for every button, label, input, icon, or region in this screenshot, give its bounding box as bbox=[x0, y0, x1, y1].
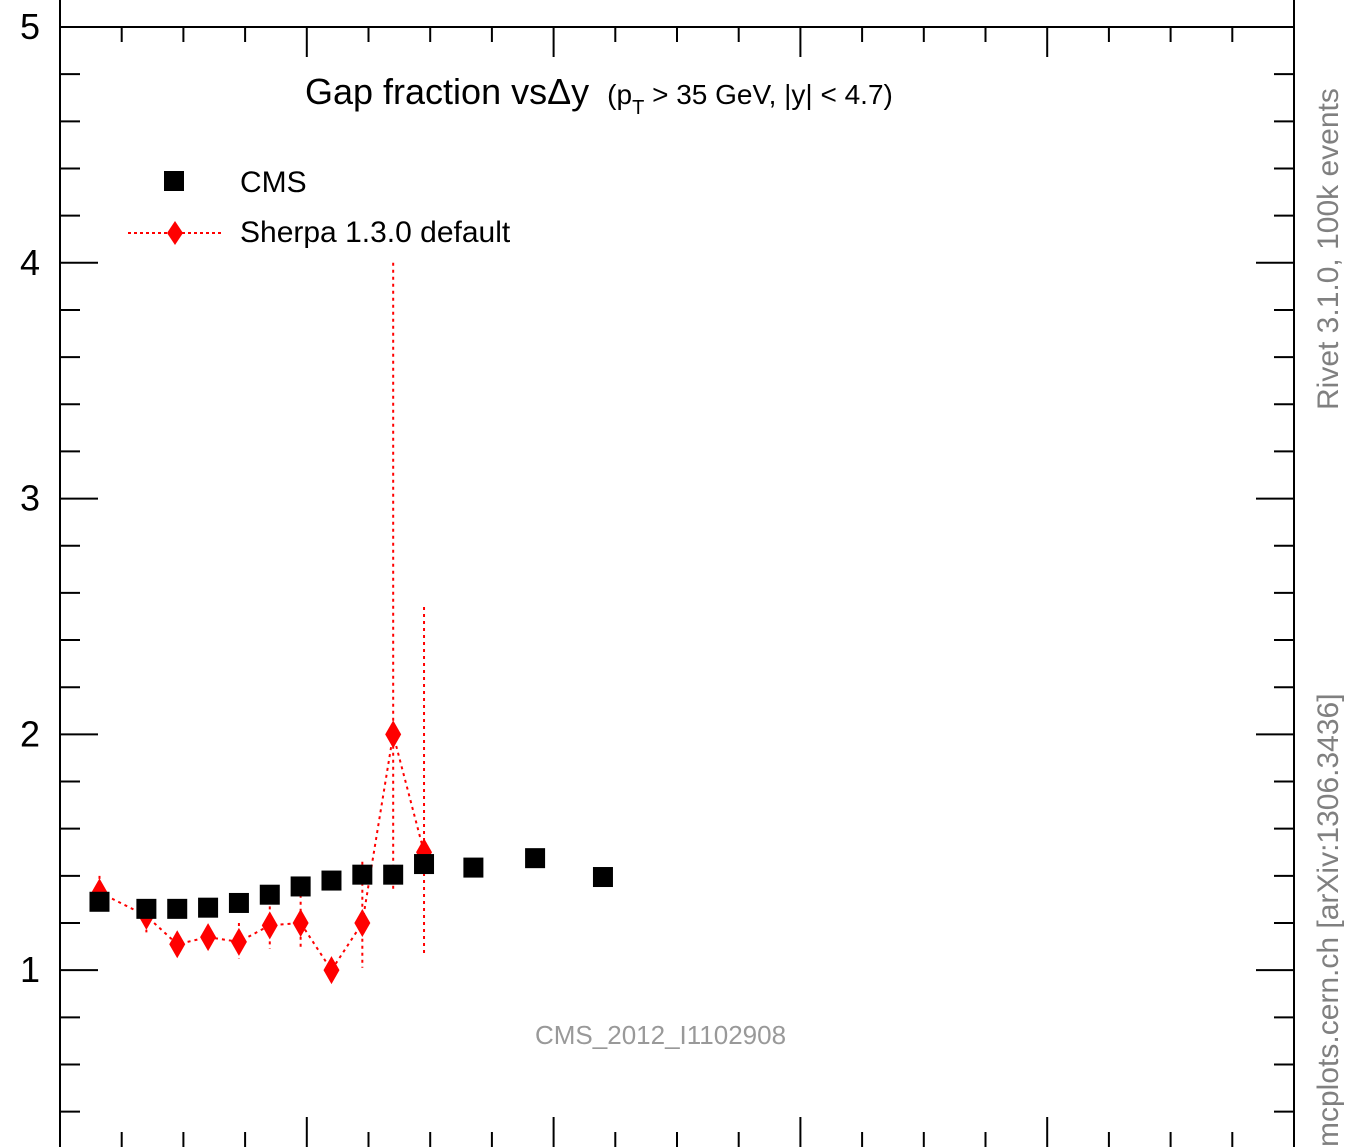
title-main: Gap fraction vs bbox=[305, 71, 547, 112]
title-kinematics: (p bbox=[607, 79, 632, 110]
cms-point bbox=[414, 854, 435, 875]
analysis-id-watermark: CMS_2012_I1102908 bbox=[535, 1020, 787, 1050]
y-tick-labels: 1 2 3 4 5 bbox=[20, 6, 40, 990]
cms-point bbox=[259, 884, 280, 905]
legend-cms-label: CMS bbox=[240, 166, 307, 199]
sherpa-point bbox=[323, 956, 340, 985]
title-kinematics-rest: > 35 GeV, |y| < 4.7) bbox=[644, 79, 893, 110]
sherpa-point bbox=[230, 927, 247, 956]
cms-point bbox=[383, 864, 404, 885]
sherpa-point bbox=[261, 911, 278, 940]
sherpa-series bbox=[91, 262, 433, 985]
legend-sherpa-label: Sherpa 1.3.0 default bbox=[240, 216, 511, 249]
cms-point bbox=[352, 864, 373, 885]
legend-sherpa-marker bbox=[167, 221, 183, 245]
cms-point bbox=[463, 857, 484, 878]
cms-series bbox=[89, 848, 613, 919]
y-tick-label: 3 bbox=[20, 478, 40, 519]
cms-point bbox=[136, 898, 157, 919]
rivet-version-label: Rivet 3.1.0, 100k events bbox=[1312, 88, 1345, 410]
y-tick-label: 1 bbox=[20, 949, 40, 990]
sherpa-point bbox=[169, 930, 186, 959]
sherpa-point bbox=[292, 909, 309, 937]
title-delta-y: Δy bbox=[547, 71, 589, 112]
axis-ticks bbox=[60, 26, 1294, 1147]
y-tick-label: 4 bbox=[20, 242, 40, 283]
y-tick-label: 5 bbox=[20, 6, 40, 47]
title-kinematics-sub: T bbox=[632, 97, 644, 119]
cms-point bbox=[592, 867, 613, 888]
cms-point bbox=[321, 870, 342, 891]
sherpa-point bbox=[200, 923, 217, 952]
sherpa-point bbox=[385, 720, 402, 749]
cms-point bbox=[290, 876, 311, 897]
legend: CMS Sherpa 1.3.0 default bbox=[128, 166, 511, 249]
sherpa-line bbox=[99, 734, 425, 972]
legend-cms-marker bbox=[164, 171, 184, 191]
chart-title: Gap fraction vsΔy (pT > 35 GeV, |y| < 4.… bbox=[305, 71, 893, 119]
cms-point bbox=[167, 898, 188, 919]
cms-point bbox=[228, 892, 249, 913]
y-tick-label: 2 bbox=[20, 713, 40, 754]
mcplots-reference-label: mcplots.cern.ch [arXiv:1306.3436] bbox=[1312, 693, 1345, 1147]
cms-point bbox=[525, 848, 546, 869]
cms-point bbox=[89, 891, 110, 912]
sherpa-point bbox=[354, 909, 371, 937]
cms-point bbox=[198, 897, 219, 918]
